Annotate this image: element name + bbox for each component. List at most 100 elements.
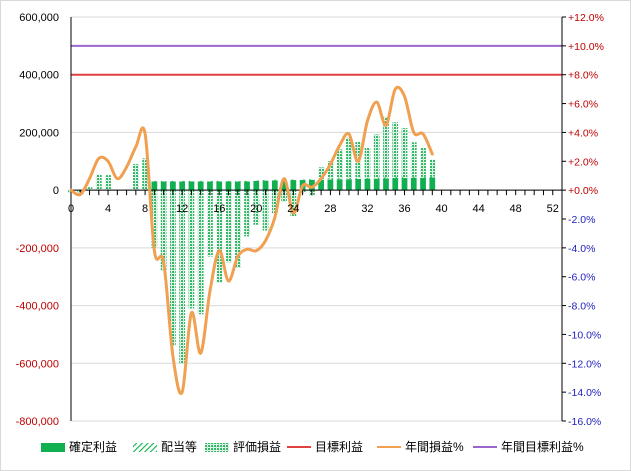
legend-label: 年間損益%: [405, 439, 464, 454]
legend-label: 目標利益: [315, 440, 363, 454]
bar-fixed-profit: [281, 180, 287, 191]
bar-fixed-profit: [420, 177, 426, 191]
bar-fixed-profit: [234, 181, 241, 191]
x-tick-label: 12: [176, 203, 188, 215]
bar-fixed-profit: [364, 178, 371, 191]
bar-dividend: [346, 178, 352, 180]
x-tick-label: 8: [142, 203, 148, 215]
y-right-tick-label: +0.0%: [568, 185, 598, 197]
y-left-tick-label: -400,000: [16, 301, 59, 313]
bar-dividend: [373, 177, 380, 179]
bar-valuation: [216, 190, 223, 283]
bar-dividend: [262, 180, 269, 181]
target-lines: [71, 44, 562, 76]
legend-item: 目標利益: [287, 440, 363, 454]
bar-valuation: [401, 128, 408, 178]
bar-fixed-profit: [429, 177, 436, 191]
legend-label: 確定利益: [69, 439, 117, 454]
bar-valuation: [244, 190, 250, 237]
bar-valuation: [151, 190, 158, 248]
bar-dividend: [327, 178, 334, 180]
y-right-tick-label: -6.0%: [568, 272, 595, 284]
bar-fixed-profit: [160, 181, 167, 191]
bar-fixed-profit: [271, 180, 278, 191]
bar-dividend: [207, 180, 213, 182]
bar-dividend: [151, 180, 158, 182]
legend-label: 配当等: [161, 440, 197, 454]
bar-fixed-profit: [244, 181, 250, 191]
bar-fixed-profit: [207, 181, 213, 191]
bar-fixed-profit: [392, 178, 399, 191]
y-left-tick-label: -600,000: [16, 358, 59, 370]
bar-fixed-profit: [290, 180, 297, 191]
legend-box-swatch: [133, 443, 157, 452]
y-left-tick-label: 600,000: [19, 12, 59, 24]
bar-valuation: [234, 190, 241, 269]
bar-valuation: [95, 174, 102, 191]
bar-fixed-profit: [170, 181, 176, 191]
bar-fixed-profit: [383, 178, 389, 191]
bar-valuation: [179, 190, 186, 364]
bar-dividend: [197, 180, 204, 182]
bar-fixed-profit: [346, 179, 352, 191]
bar-valuation: [225, 190, 232, 263]
y-right-tick-label: -14.0%: [568, 387, 601, 399]
legend-item: 確定利益: [41, 439, 117, 454]
bar-dividend: [383, 177, 389, 179]
bar-dividend: [234, 180, 241, 182]
bar-valuation: [383, 116, 389, 178]
bar-fixed-profit: [318, 179, 325, 191]
legend-label: 評価損益: [233, 439, 281, 454]
bar-valuation: [142, 158, 148, 191]
legend-item: 年間目標利益%: [473, 440, 584, 454]
bar-valuation: [197, 190, 204, 315]
y-right-tick-label: -2.0%: [568, 214, 595, 226]
x-tick-label: 40: [435, 203, 447, 215]
bar-fixed-profit: [327, 179, 334, 191]
bar-fixed-profit: [188, 181, 195, 191]
annual-percent-line: [69, 85, 434, 396]
bar-dividend: [216, 180, 223, 182]
bar-dividend: [179, 180, 186, 182]
y-right-tick-label: -12.0%: [568, 358, 601, 370]
x-tick-label: 0: [68, 203, 74, 215]
bar-fixed-profit: [216, 181, 223, 191]
bar-valuation: [410, 142, 417, 177]
y-left-tick-label: -800,000: [16, 416, 59, 428]
legend: 確定利益 配当等 評価損益 目標利益 年間損益% 年間目標利益%: [41, 439, 584, 454]
bar-fixed-profit: [355, 178, 362, 191]
bar-valuation: [429, 159, 436, 177]
bar-valuation: [336, 149, 343, 179]
bar-valuation: [318, 167, 325, 179]
bar-valuation: [420, 148, 426, 177]
y-right-tick-label: -4.0%: [568, 243, 595, 255]
bar-dividend: [336, 178, 343, 180]
y-right-tick-label: +12.0%: [568, 12, 604, 24]
legend-box-swatch: [205, 443, 229, 452]
bar-valuation: [105, 175, 111, 191]
legend-label: 年間目標利益%: [501, 440, 584, 454]
bar-dividend: [392, 177, 399, 179]
legend-box-swatch: [41, 443, 65, 452]
bar-dividend: [299, 179, 306, 181]
bar-valuation: [86, 187, 93, 191]
percent-line: [69, 85, 434, 396]
bar-dividend: [160, 180, 167, 182]
bar-fixed-profit: [253, 180, 260, 191]
bar-fixed-profit: [225, 181, 232, 191]
y-left-tick-label: 400,000: [19, 70, 59, 82]
bar-dividend: [170, 180, 176, 182]
x-tick-label: 24: [287, 203, 299, 215]
bar-valuation: [170, 190, 176, 346]
bar-dividend: [420, 176, 426, 178]
x-tick-label: 20: [250, 203, 262, 215]
bar-valuation: [346, 137, 352, 179]
x-tick-label: 36: [398, 203, 410, 215]
x-tick-label: 44: [472, 203, 484, 215]
y-right-tick-label: +4.0%: [568, 127, 598, 139]
legend-item: 年間損益%: [377, 439, 464, 454]
bar-fixed-profit: [308, 179, 315, 191]
y-right-tick-label: +10.0%: [568, 41, 604, 53]
